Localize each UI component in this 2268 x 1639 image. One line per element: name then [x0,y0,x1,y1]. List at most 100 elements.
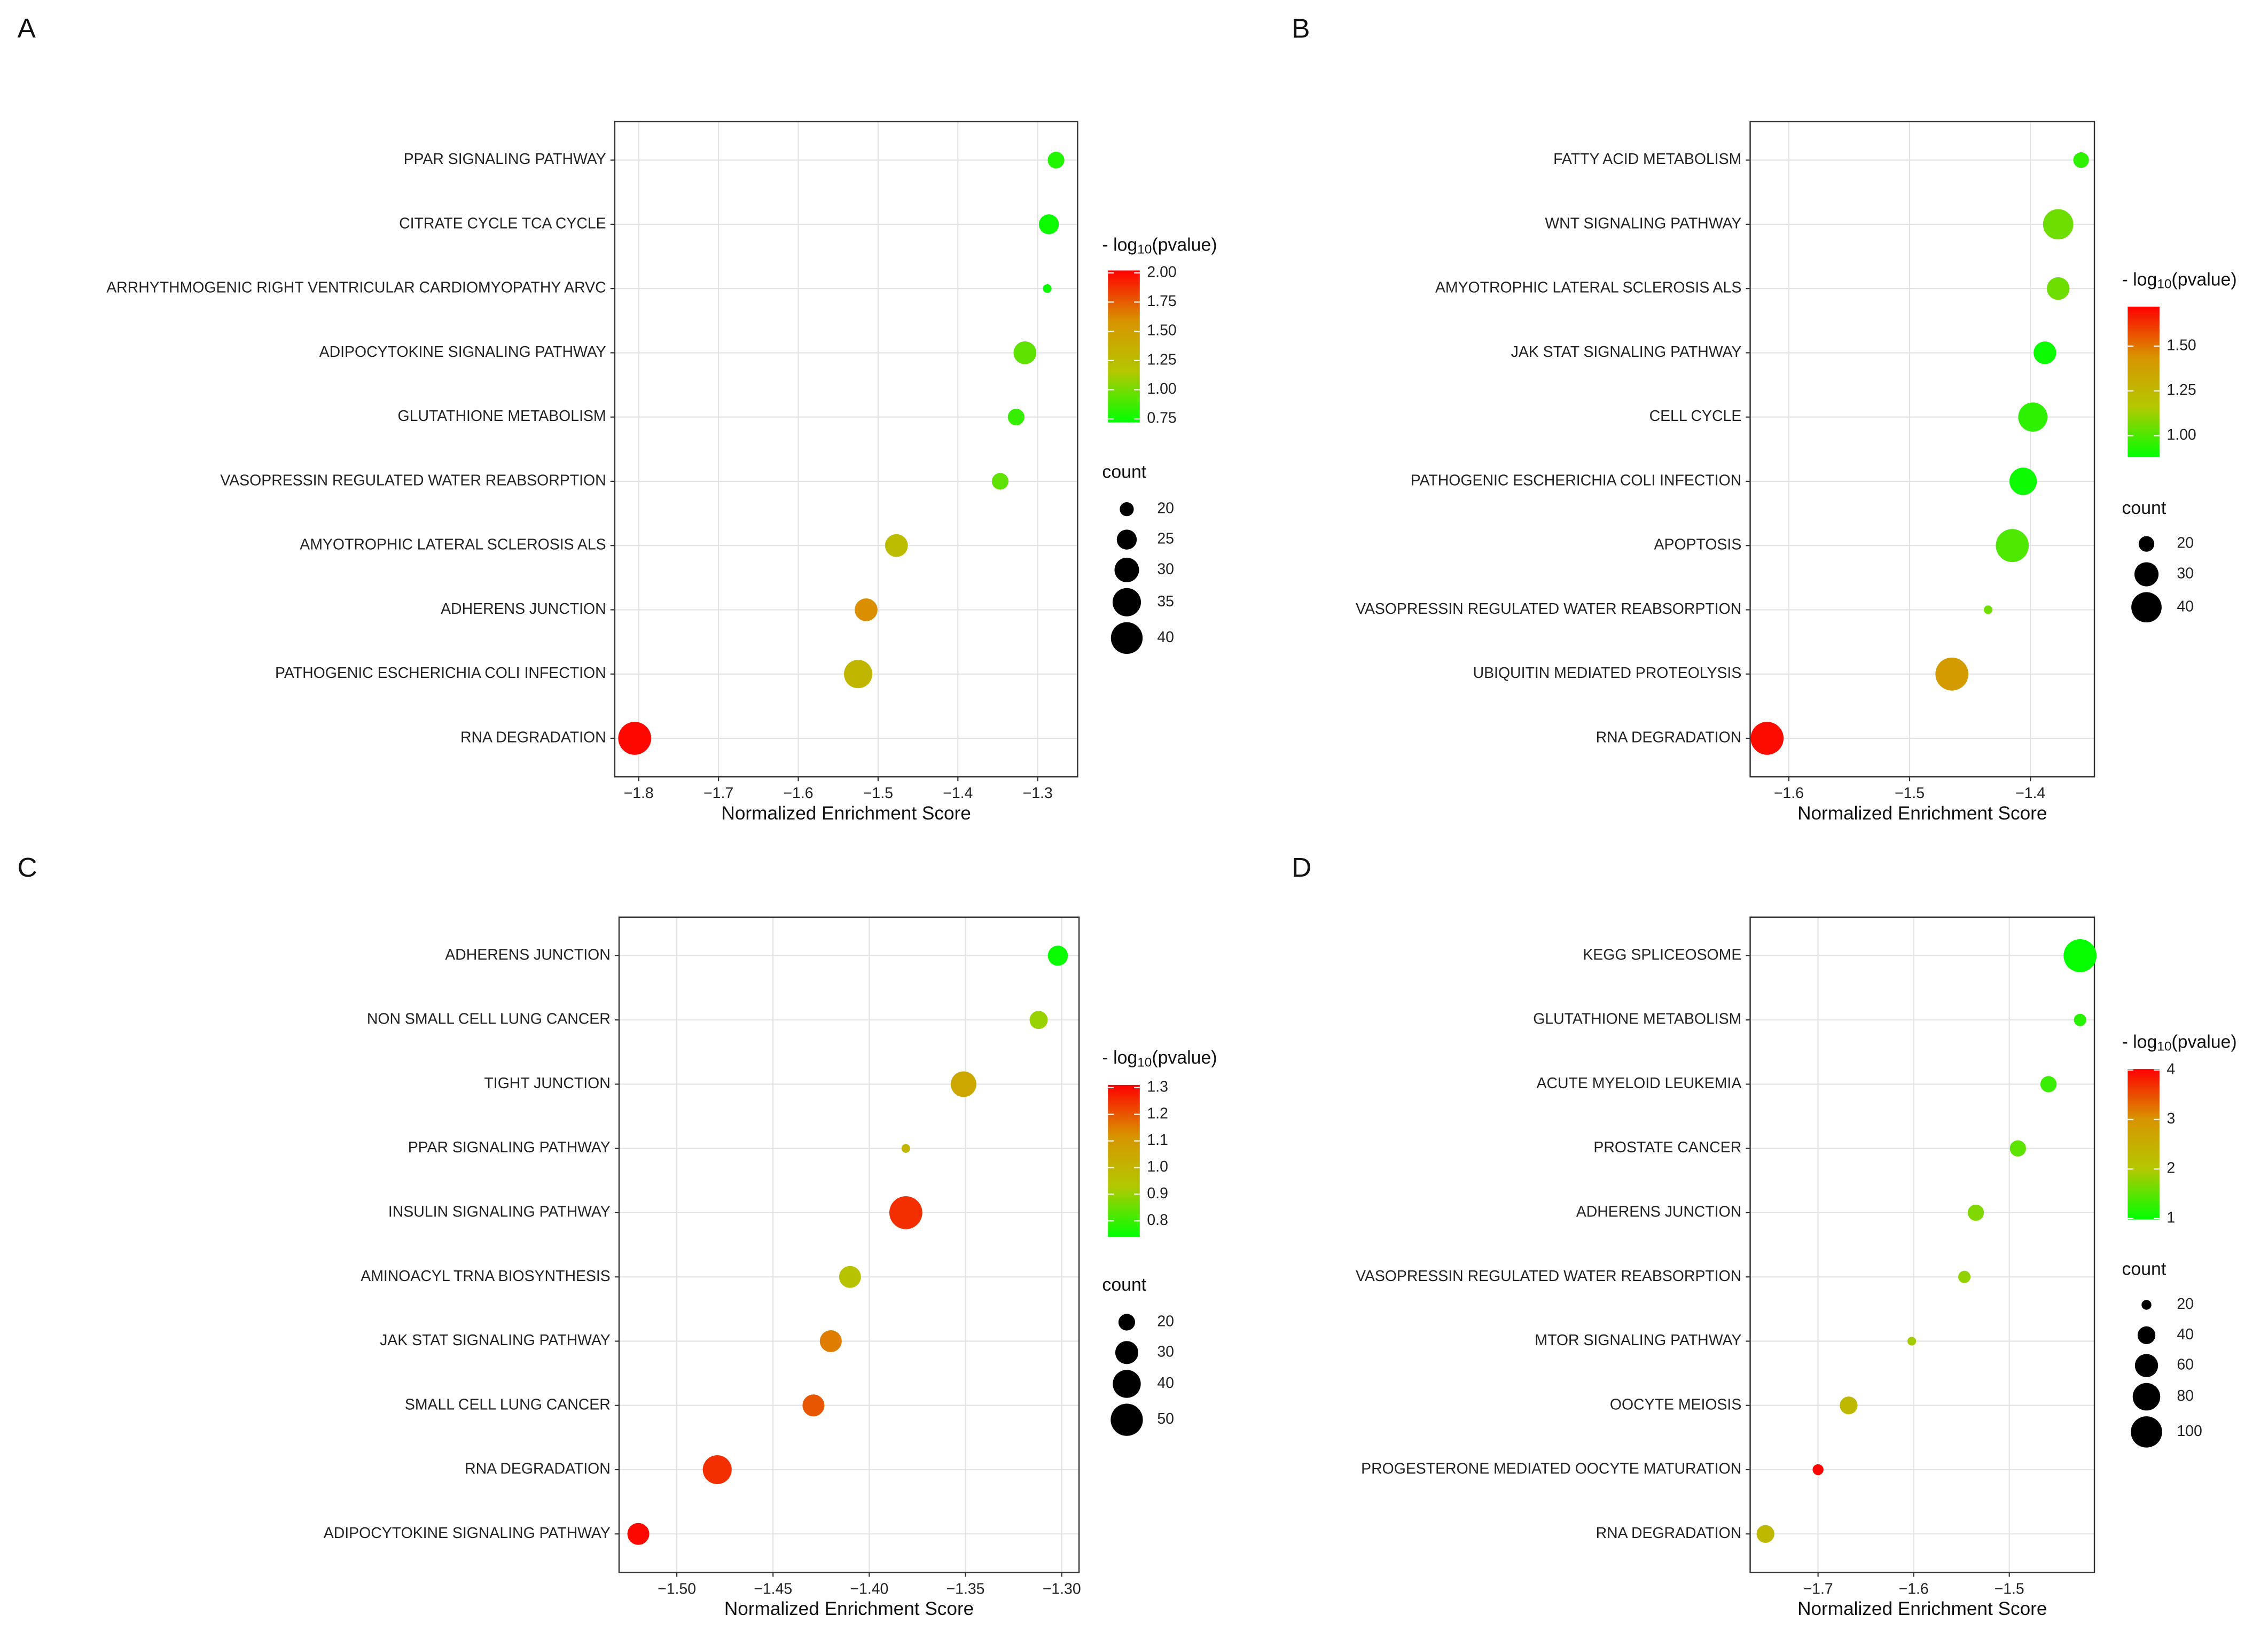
y-tick-label: ADHERENS JUNCTION [441,600,606,618]
colorbar-tick-label: 1.00 [2167,426,2196,443]
colorbar-title-part: (pvalue) [1152,1048,1217,1068]
size-legend-key [1113,1370,1141,1398]
colorbar [2128,1069,2160,1220]
point [1983,605,1993,614]
x-tick-label: −1.5 [1895,785,1925,802]
point [1038,214,1059,235]
x-tick-label: −1.6 [1899,1580,1929,1597]
size-legend-label: 35 [1157,593,1174,610]
colorbar-title: - log10(pvalue) [1102,1048,1217,1070]
x-tick-label: −1.45 [754,1580,792,1597]
size-legend-title: count [2122,498,2166,518]
x-tick-label: −1.7 [1803,1580,1833,1597]
point [802,1394,825,1417]
x-tick-label: −1.30 [1043,1580,1081,1597]
y-tick-label: TIGHT JUNCTION [484,1075,610,1092]
size-legend-label: 25 [1157,530,1174,548]
colorbar-title-part: - log [1102,1048,1137,1068]
point [2009,467,2037,495]
colorbar-tick-label: 1.2 [1147,1105,1168,1122]
colorbar-title-part: 10 [1137,1056,1152,1070]
point [950,1071,976,1097]
size-legend-label: 20 [1157,500,1174,517]
size-legend-key [2134,562,2159,587]
y-tick-label: ADHERENS JUNCTION [445,946,611,963]
y-tick-label: VASOPRESSIN REGULATED WATER REABSORPTION [1356,600,1741,618]
y-tick-label: SMALL CELL LUNG CANCER [405,1396,611,1413]
y-tick-label: RNA DEGRADATION [465,1461,611,1478]
y-tick-label: RNA DEGRADATION [1596,1525,1742,1542]
x-tick-label: −1.40 [850,1580,888,1597]
y-tick-label: ADHERENS JUNCTION [1576,1203,1742,1220]
colorbar-title-part: (pvalue) [2171,269,2236,290]
plot-border [618,916,1080,1573]
colorbar-title: - log10(pvalue) [2122,1032,2236,1054]
y-tick-label: AMYOTROPHIC LATERAL SCLEROSIS ALS [1435,279,1741,296]
y-tick-label: CELL CYCLE [1649,408,1742,425]
point [2009,1140,2026,1157]
y-tick-label: JAK STAT SIGNALING PATHWAY [380,1332,611,1349]
point [2040,1076,2057,1092]
size-legend-label: 40 [1157,629,1174,646]
y-tick-label: CITRATE CYCLE TCA CYCLE [399,215,606,232]
x-tick-label: −1.5 [1995,1580,2024,1597]
colorbar-title: - log10(pvalue) [2122,269,2236,292]
point [1812,1464,1824,1476]
colorbar-tick-label: 3 [2167,1110,2175,1127]
colorbar-tick-label: 1.1 [1147,1131,1168,1149]
point [1007,409,1024,426]
point [1043,284,1052,293]
x-axis-title: Normalized Enrichment Score [1797,803,2047,824]
point [1750,722,1784,755]
y-tick-label: PPAR SIGNALING PATHWAY [408,1139,611,1156]
colorbar-title-part: 10 [2157,277,2171,292]
colorbar-tick-label: 1.50 [1147,322,1176,339]
point [1047,946,1068,966]
point [702,1455,732,1485]
size-legend-key [2138,536,2155,552]
size-legend-key [1110,622,1143,654]
x-tick-label: −1.8 [624,785,654,802]
y-tick-label: GLUTATHIONE METABOLISM [1533,1011,1741,1028]
size-legend-label: 20 [1157,1313,1174,1330]
size-legend-label: 50 [1157,1410,1174,1427]
point [2018,402,2048,432]
panel-letter: B [1292,12,1310,43]
y-tick-label: AMINOACYL TRNA BIOSYNTHESIS [361,1268,611,1285]
size-legend-label: 20 [2177,1295,2194,1313]
x-axis-title: Normalized Enrichment Score [1797,1598,2047,1619]
y-tick-label: JAK STAT SIGNALING PATHWAY [1511,344,1742,361]
y-tick-label: KEGG SPLICEOSOME [1583,946,1741,963]
point [1907,1337,1917,1346]
point [1756,1525,1774,1543]
colorbar-tick-label: 0.9 [1147,1185,1168,1202]
point [843,660,873,689]
size-legend-key [1114,557,1139,582]
point [2043,209,2074,240]
point [2046,277,2070,300]
colorbar-title-part: 10 [1137,243,1152,257]
size-legend-key [2141,1300,2152,1310]
x-tick-label: −1.5 [863,785,893,802]
chart-panel: C −1.50 −1.45 −1.40 −1.35 −1.30 Normalized Enr… [18,852,1217,1619]
colorbar-title-part: - log [2122,269,2157,290]
x-tick-label: −1.4 [943,785,973,802]
x-tick-label: −1.50 [658,1580,696,1597]
colorbar-tick-label: 1.00 [1147,380,1176,397]
y-tick-label: ADIPOCYTOKINE SIGNALING PATHWAY [319,344,606,361]
colorbar-title-part: - log [2122,1032,2157,1052]
x-tick-label: −1.4 [2015,785,2045,802]
size-legend-key [1116,529,1137,550]
colorbar-tick-label: 1.25 [1147,351,1176,368]
point [1047,152,1065,169]
point [2073,152,2089,168]
point [1029,1011,1048,1029]
colorbar-tick-label: 1.50 [2167,337,2196,354]
point [819,1330,842,1353]
colorbar-title-part: - log [1102,235,1137,255]
size-legend-label: 60 [2177,1356,2194,1373]
colorbar-tick-label: 1.75 [1147,293,1176,310]
colorbar-tick-label: 1.0 [1147,1158,1168,1175]
size-legend-label: 40 [1157,1375,1174,1392]
